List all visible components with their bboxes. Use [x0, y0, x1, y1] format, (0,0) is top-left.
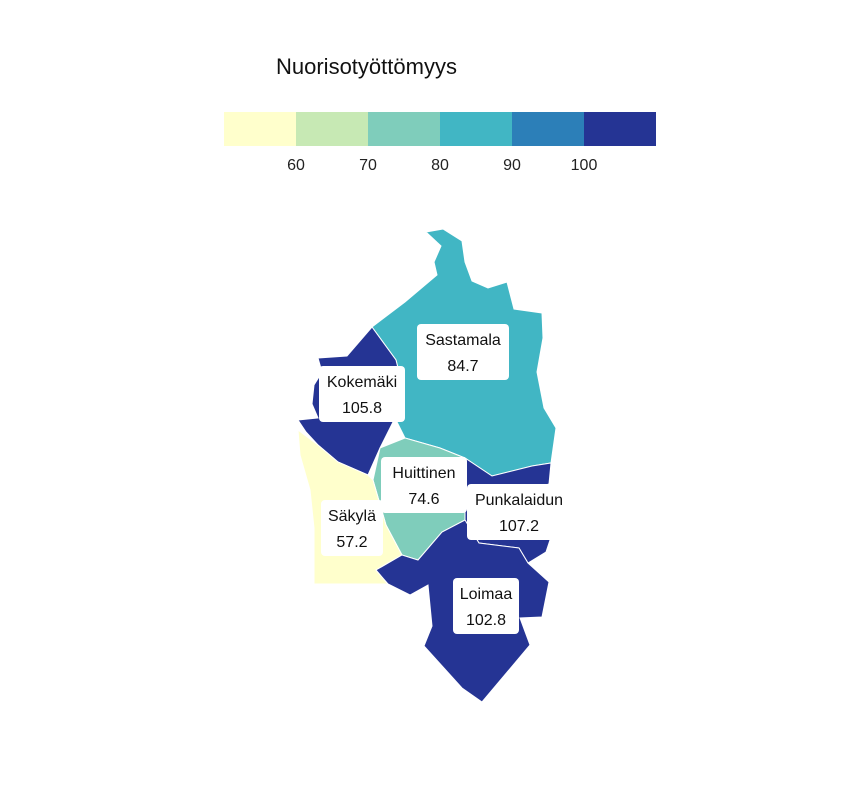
legend-swatch [224, 112, 296, 146]
legend-swatch [584, 112, 656, 146]
region-value-label: 107.2 [499, 518, 539, 535]
label-box [417, 324, 509, 380]
label-box [319, 366, 405, 422]
legend-swatch [296, 112, 368, 146]
legend-tick-label: 90 [503, 157, 521, 174]
region-value-label: 74.6 [408, 491, 439, 508]
legend-swatch [440, 112, 512, 146]
label-sakyla: Säkylä 57.2 [321, 500, 383, 556]
region-value-label: 105.8 [342, 400, 382, 417]
legend-title: Nuorisotyöttömyys [276, 54, 457, 79]
region-value-label: 84.7 [447, 358, 478, 375]
label-box [467, 484, 571, 540]
region-labels: Sastamala 84.7 Kokemäki 105.8 Huittinen 74.6 P… [319, 324, 571, 634]
legend-tick-label: 80 [431, 157, 449, 174]
legend-tick-label: 70 [359, 157, 377, 174]
legend-tick-label: 60 [287, 157, 305, 174]
region-value-label: 57.2 [336, 534, 367, 551]
region-name-label: Punkalaidun [475, 492, 563, 509]
legend-tick-label: 100 [571, 157, 598, 174]
label-kokemaki: Kokemäki 105.8 [319, 366, 405, 422]
label-box [453, 578, 519, 634]
legend-color-bar [224, 112, 656, 146]
label-huittinen: Huittinen 74.6 [381, 457, 467, 513]
region-value-label: 102.8 [466, 612, 506, 629]
region-name-label: Sastamala [425, 332, 501, 349]
region-name-label: Loimaa [460, 586, 513, 603]
region-name-label: Säkylä [328, 508, 376, 525]
label-box [381, 457, 467, 513]
label-punkalaidun: Punkalaidun 107.2 [467, 484, 571, 540]
label-box [321, 500, 383, 556]
region-name-label: Kokemäki [327, 374, 397, 391]
legend-swatch [512, 112, 584, 146]
label-sastamala: Sastamala 84.7 [417, 324, 509, 380]
legend-ticks: 60 70 80 90 100 [287, 157, 597, 174]
region-name-label: Huittinen [392, 465, 455, 482]
label-loimaa: Loimaa 102.8 [453, 578, 519, 634]
legend-swatch [368, 112, 440, 146]
